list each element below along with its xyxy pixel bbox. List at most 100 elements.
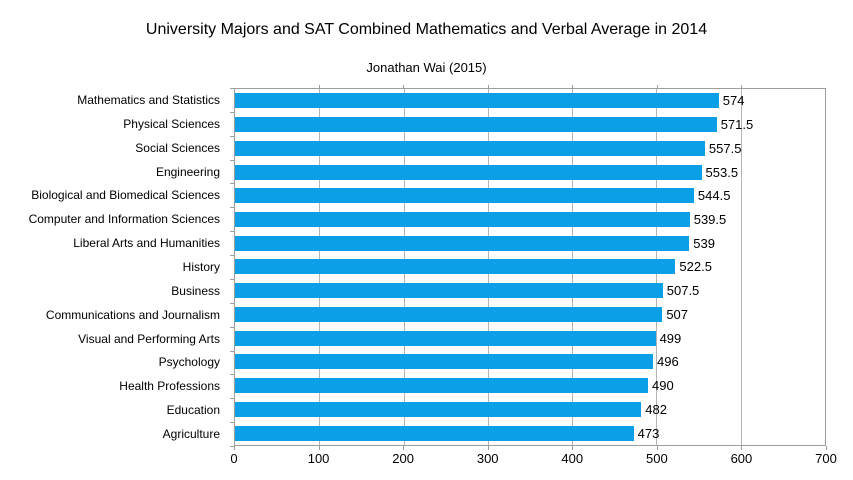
top-tick-mark bbox=[487, 85, 489, 88]
plot-area: 574 571.5 557.5 553.5 544.5 539.5 539 522.5 507.… bbox=[234, 88, 826, 446]
bar-value-label: 553.5 bbox=[705, 164, 739, 180]
category-label: Engineering bbox=[155, 164, 220, 179]
y-tick-mark bbox=[230, 278, 234, 280]
bar-value-label: 473 bbox=[637, 425, 660, 441]
y-tick-mark bbox=[230, 350, 234, 352]
bar bbox=[235, 401, 642, 417]
bar bbox=[235, 164, 702, 180]
bar-value-label: 490 bbox=[652, 378, 674, 394]
y-tick-mark bbox=[230, 207, 234, 209]
category-label: History bbox=[182, 259, 220, 274]
bar-value-label: 544.5 bbox=[697, 188, 731, 204]
category-label: Social Sciences bbox=[135, 140, 220, 155]
y-tick-mark bbox=[230, 446, 234, 447]
bar-row: 507.5 bbox=[235, 279, 825, 303]
bar-value-label: 507 bbox=[666, 306, 689, 322]
y-tick-mark bbox=[230, 135, 234, 137]
top-tick-mark bbox=[656, 85, 658, 88]
bar-value-label: 539 bbox=[693, 235, 715, 251]
y-tick-mark bbox=[230, 374, 234, 376]
y-tick-mark bbox=[230, 111, 234, 113]
x-tick-mark bbox=[318, 446, 320, 450]
chart-subtitle: Jonathan Wai (2015) bbox=[366, 60, 487, 75]
x-tick-mark bbox=[741, 446, 743, 450]
bar-value-label: 539.5 bbox=[693, 212, 727, 228]
y-tick-mark bbox=[230, 422, 234, 424]
chart-title: University Majors and SAT Combined Mathe… bbox=[145, 21, 708, 38]
category-label: Agriculture bbox=[162, 427, 220, 442]
bar bbox=[235, 93, 719, 109]
x-tick-label: 100 bbox=[307, 451, 330, 466]
top-tick-mark bbox=[318, 85, 320, 88]
x-tick-mark bbox=[234, 446, 235, 450]
x-tick-mark bbox=[403, 446, 405, 450]
bar bbox=[235, 117, 717, 133]
category-label: Computer and Information Sciences bbox=[28, 212, 220, 227]
category-label: Business bbox=[171, 283, 220, 298]
x-tick-label: 200 bbox=[392, 451, 414, 466]
top-tick-mark bbox=[403, 85, 405, 88]
bar bbox=[235, 330, 656, 346]
category-label: Visual and Performing Arts bbox=[78, 331, 220, 346]
y-tick-mark bbox=[230, 302, 234, 304]
bar bbox=[235, 188, 694, 204]
bar bbox=[235, 378, 648, 394]
y-tick-mark bbox=[230, 183, 234, 185]
category-label: Liberal Arts and Humanities bbox=[73, 236, 220, 251]
category-label: Biological and Biomedical Sciences bbox=[31, 188, 220, 203]
x-tick-label: 0 bbox=[230, 451, 238, 466]
x-tick-mark bbox=[826, 446, 827, 450]
bar-value-label: 557.5 bbox=[708, 140, 742, 156]
bar bbox=[235, 259, 676, 275]
category-label: Mathematics and Statistics bbox=[77, 92, 220, 107]
bar-value-label: 522.5 bbox=[679, 259, 712, 275]
category-label: Education bbox=[166, 403, 220, 418]
y-tick-mark bbox=[230, 326, 234, 328]
top-tick-mark bbox=[741, 85, 743, 88]
bar bbox=[235, 235, 690, 251]
bar-row: 574 bbox=[235, 89, 825, 113]
bar bbox=[235, 283, 663, 299]
bar-row: 522.5 bbox=[235, 255, 825, 279]
bar-value-label: 574 bbox=[722, 93, 745, 109]
y-tick-mark bbox=[230, 398, 234, 400]
bar-row: 539 bbox=[235, 231, 825, 255]
category-label: Communications and Journalism bbox=[45, 307, 220, 322]
bar-value-label: 482 bbox=[645, 401, 667, 417]
bar-row: 507 bbox=[235, 303, 825, 327]
x-tick-mark bbox=[487, 446, 489, 450]
bar bbox=[235, 425, 634, 441]
bar bbox=[235, 212, 690, 228]
bar-value-label: 507.5 bbox=[666, 283, 700, 299]
bar-row: 496 bbox=[235, 350, 825, 374]
x-tick-mark bbox=[572, 446, 574, 450]
y-tick-mark bbox=[230, 88, 234, 89]
top-tick-mark bbox=[572, 85, 574, 88]
bar-row: 482 bbox=[235, 398, 825, 422]
bar bbox=[235, 306, 663, 322]
x-tick-label: 300 bbox=[476, 451, 499, 466]
category-label: Psychology bbox=[158, 355, 220, 370]
bar-row: 490 bbox=[235, 374, 825, 398]
bar-row: 557.5 bbox=[235, 136, 825, 160]
category-axis-labels: Mathematics and Statistics Physical Scien… bbox=[0, 88, 227, 446]
x-tick-mark bbox=[656, 446, 658, 450]
bar-row: 499 bbox=[235, 326, 825, 350]
bar-row: 473 bbox=[235, 421, 825, 445]
y-tick-mark bbox=[230, 159, 234, 161]
y-tick-mark bbox=[230, 231, 234, 233]
bar-value-label: 499 bbox=[659, 330, 682, 346]
gridline bbox=[740, 89, 742, 445]
bar-value-label: 496 bbox=[657, 354, 679, 370]
x-tick-label: 700 bbox=[815, 451, 837, 466]
bar-row: 544.5 bbox=[235, 184, 825, 208]
category-label: Health Professions bbox=[119, 379, 220, 394]
x-tick-label: 500 bbox=[645, 451, 668, 466]
value-axis-labels: 0 100 200 300 400 500 600 700 bbox=[230, 451, 836, 469]
bar bbox=[235, 354, 654, 370]
bar-row: 553.5 bbox=[235, 160, 825, 184]
bar-row: 571.5 bbox=[235, 113, 825, 137]
x-tick-label: 400 bbox=[561, 451, 584, 466]
x-tick-label: 600 bbox=[730, 451, 753, 466]
